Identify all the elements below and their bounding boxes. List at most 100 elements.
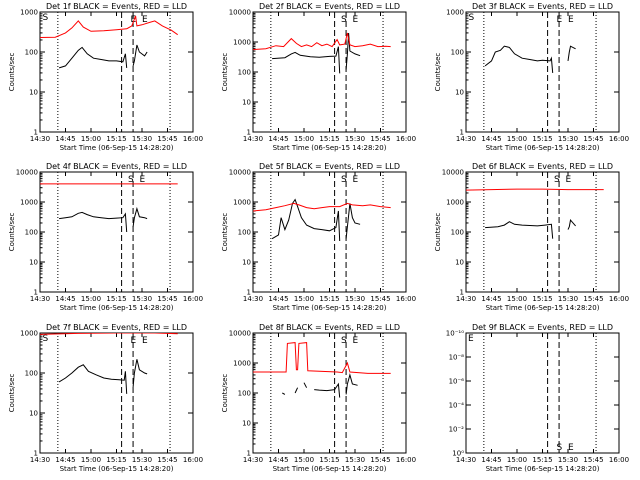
y-tick-label: 1 — [34, 450, 38, 458]
y-tick-label: 1 — [460, 129, 464, 137]
x-tick-label: 16:00 — [183, 456, 203, 464]
x-tick-label: 14:45 — [268, 456, 288, 464]
panel-det-8: Det 8f BLACK = Events, RED = LLD 14:30 14:… — [221, 323, 416, 473]
series-line-events — [282, 392, 286, 395]
y-tick-label: 10 — [29, 259, 38, 267]
x-tick-label: 15:15 — [532, 135, 552, 143]
event-marker: E — [557, 15, 563, 25]
y-tick-label: 10 — [29, 89, 38, 97]
x-tick-label: 15:45 — [157, 456, 177, 464]
series-line-events — [59, 211, 128, 233]
x-tick-label: 14:30 — [456, 456, 476, 464]
series-line-events — [132, 44, 148, 67]
x-tick-label: 15:30 — [345, 295, 365, 303]
panel-det-1: Det 1f BLACK = Events, RED = LLD 14:30 14:… — [8, 2, 203, 152]
series-line-lld — [253, 202, 391, 212]
panel-det-4: Det 4f BLACK = Events, RED = LLD 14:30 14:… — [8, 162, 203, 312]
y-tick-label: 1000 — [233, 39, 251, 47]
x-tick-label: 15:00 — [507, 135, 527, 143]
x-tick-label: 15:15 — [532, 456, 552, 464]
series-events — [58, 44, 148, 69]
series-line-events — [485, 221, 554, 239]
x-tick-label: 15:15 — [532, 295, 552, 303]
x-axis-label: Start Time (06-Sep-15 14:28:20) — [273, 304, 387, 312]
panel-det-5: Det 5f BLACK = Events, RED = LLD 14:30 14:… — [221, 162, 416, 312]
x-tick-label: 15:15 — [106, 135, 126, 143]
x-tick-label: 16:00 — [609, 295, 629, 303]
y-tick-label: 10000 — [229, 9, 251, 17]
x-tick-label: 14:45 — [55, 135, 75, 143]
y-tick-label: 10000 — [229, 169, 251, 177]
x-tick-label: 14:30 — [243, 456, 263, 464]
y-tick-label: 1 — [247, 289, 251, 297]
y-tick-label: 10 — [29, 410, 38, 418]
panel-det-9: Det 9f BLACK = Events, RED = LLD 14:30 14:… — [446, 323, 629, 473]
x-tick-label: 15:45 — [157, 135, 177, 143]
y-tick-label: 1 — [34, 289, 38, 297]
y-tick-label: 100 — [25, 49, 38, 57]
x-tick-label: 15:45 — [583, 135, 603, 143]
x-tick-label: 14:30 — [30, 135, 50, 143]
y-tick-label: 1000 — [20, 199, 38, 207]
series-line-events — [271, 198, 341, 242]
event-marker: E — [468, 334, 474, 344]
event-marker: S — [557, 443, 563, 453]
x-tick-label: 15:15 — [106, 295, 126, 303]
x-tick-label: 14:45 — [481, 295, 501, 303]
x-tick-label: 15:30 — [345, 135, 365, 143]
panel-title: Det 8f BLACK = Events, RED = LLD — [259, 323, 400, 332]
series-line-lld — [253, 32, 391, 51]
series-line-lld — [40, 333, 178, 335]
x-axis-label: Start Time (06-Sep-15 14:28:20) — [486, 304, 600, 312]
series-lld — [253, 32, 391, 51]
x-tick-label: 14:30 — [456, 295, 476, 303]
y-axis-label: Counts/sec — [221, 213, 229, 252]
y-tick-label: 100 — [238, 390, 251, 398]
series-line-events — [303, 382, 308, 388]
event-marker: S — [43, 13, 49, 23]
series-line-lld — [466, 188, 604, 191]
x-tick-label: 14:45 — [55, 456, 75, 464]
y-tick-label: 10000 — [229, 330, 251, 338]
series-lld — [253, 342, 391, 374]
x-tick-label: 15:30 — [558, 295, 578, 303]
series-line-events — [58, 46, 128, 69]
panel-title: Det 5f BLACK = Events, RED = LLD — [259, 162, 400, 171]
y-tick-label: 1000 — [20, 330, 38, 338]
y-tick-label: 1 — [34, 129, 38, 137]
x-tick-label: 15:00 — [507, 295, 527, 303]
y-axis-label: Counts/sec — [221, 374, 229, 413]
y-tick-label: 1000 — [446, 9, 464, 17]
event-marker: S — [341, 175, 347, 185]
y-axis-label: Counts/sec — [8, 213, 16, 252]
x-tick-label: 15:30 — [132, 135, 152, 143]
y-tick-label: 10000 — [16, 169, 38, 177]
y-tick-label: 100 — [25, 229, 38, 237]
y-tick-label: 10 — [242, 420, 251, 428]
x-tick-label: 15:00 — [81, 456, 101, 464]
series-events — [485, 218, 576, 239]
x-tick-label: 15:45 — [370, 295, 390, 303]
x-tick-label: 15:15 — [106, 456, 126, 464]
y-axis-label: Counts/sec — [434, 213, 442, 252]
panel-title: Det 6f BLACK = Events, RED = LLD — [472, 162, 613, 171]
x-tick-label: 16:00 — [609, 456, 629, 464]
x-tick-label: 15:30 — [558, 456, 578, 464]
x-tick-label: 14:30 — [243, 295, 263, 303]
series-line-events — [294, 387, 299, 394]
event-marker: S — [128, 175, 134, 185]
x-tick-label: 15:15 — [319, 295, 339, 303]
series-events — [484, 45, 576, 73]
event-marker: E — [568, 15, 574, 25]
x-tick-label: 15:45 — [157, 295, 177, 303]
x-axis-label: Start Time (06-Sep-15 14:28:20) — [486, 144, 600, 152]
series-lld — [40, 15, 178, 38]
series-line-events — [567, 45, 576, 61]
series-line-events — [132, 359, 148, 387]
x-tick-label: 14:30 — [243, 135, 263, 143]
event-marker: S — [469, 13, 475, 23]
x-tick-label: 15:45 — [370, 135, 390, 143]
x-tick-label: 15:00 — [507, 456, 527, 464]
event-marker: E — [352, 175, 358, 185]
event-marker: S — [341, 336, 347, 346]
